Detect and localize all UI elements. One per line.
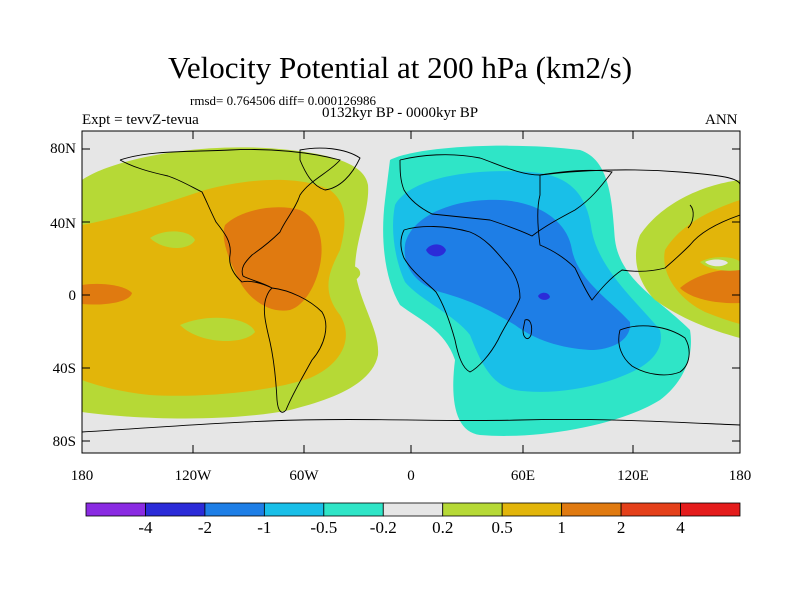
colorbar-swatch xyxy=(382,502,444,517)
coastline-australia xyxy=(618,325,690,376)
coastline-greenland xyxy=(299,147,361,191)
contour-0.2-patch xyxy=(705,259,728,267)
colorbar-swatch xyxy=(620,502,681,517)
season-label: ANN xyxy=(705,112,738,128)
colorbar-label: -0.5 xyxy=(310,518,338,537)
lon-tick-label: 0 xyxy=(407,468,415,484)
colorbar-label: 2 xyxy=(616,518,626,537)
coastline-asia xyxy=(537,169,740,301)
contour-0.2-patch xyxy=(180,317,255,342)
coastline-antarctica xyxy=(82,418,740,433)
colorbar-swatch xyxy=(561,502,622,517)
coastline-europe xyxy=(399,154,613,237)
colorbar-swatch xyxy=(442,502,503,517)
lon-tick-label: 120W xyxy=(174,468,212,484)
coastline-japan xyxy=(687,204,694,229)
coastline-south-america xyxy=(263,287,327,413)
map-title: Velocity Potential at 200 hPa (km2/s) xyxy=(167,50,633,85)
experiment-label: Expt = tevvZ-tevua xyxy=(82,112,199,128)
contour-field xyxy=(82,131,740,453)
colorbar-label: 1 xyxy=(557,518,566,537)
lon-tick-label: 60E xyxy=(510,468,536,484)
colorbar-label: 0.2 xyxy=(432,518,454,537)
colorbar-swatch xyxy=(145,502,206,517)
rmsd-diff-stats: rmsd= 0.764506 diff= 0.000126986 xyxy=(190,93,376,108)
lon-tick-label: 180 xyxy=(728,468,752,484)
colorbar-label: -2 xyxy=(197,518,212,537)
colorbar-swatch xyxy=(263,502,325,517)
contour-0.2-patch xyxy=(335,265,361,282)
coastlines xyxy=(82,147,740,433)
lon-tick-label: 180 xyxy=(70,468,94,484)
colorbar xyxy=(85,502,741,517)
colorbar-label: -4 xyxy=(138,518,153,537)
contour-neg-1 xyxy=(404,199,631,350)
coastline-africa xyxy=(400,226,521,373)
axis-ticks xyxy=(82,131,740,453)
contour-1-west-pacific xyxy=(680,269,740,304)
contour-neg-2 xyxy=(538,292,550,300)
period-label: 0132kyr BP - 0000kyr BP xyxy=(322,105,479,121)
lat-tick-label: 80N xyxy=(50,141,76,157)
contour-1-east-pacific xyxy=(82,283,132,305)
contour-neg-2 xyxy=(426,244,446,257)
colorbar-swatch xyxy=(680,502,741,517)
lon-tick-label: 60W xyxy=(289,468,319,484)
lat-tick-label: 40S xyxy=(52,361,76,377)
colorbar-swatch xyxy=(323,502,384,517)
colorbar-swatch xyxy=(501,502,563,517)
contour-0.2-patch xyxy=(150,231,195,248)
colorbar-label: 0.5 xyxy=(491,518,513,537)
colorbar-label: -0.2 xyxy=(369,518,397,537)
lat-tick-label: 0 xyxy=(68,288,77,304)
lon-tick-label: 120E xyxy=(617,468,649,484)
colorbar-swatch xyxy=(204,502,265,517)
coastline-madagascar xyxy=(522,319,533,340)
lat-tick-label: 80S xyxy=(52,434,76,450)
coastline-north-america xyxy=(119,149,341,289)
lat-tick-label: 40N xyxy=(50,216,76,232)
colorbar-label: 4 xyxy=(676,518,685,537)
contour-1 xyxy=(223,207,322,311)
colorbar-label: -1 xyxy=(257,518,272,537)
colorbar-swatch xyxy=(85,502,146,517)
